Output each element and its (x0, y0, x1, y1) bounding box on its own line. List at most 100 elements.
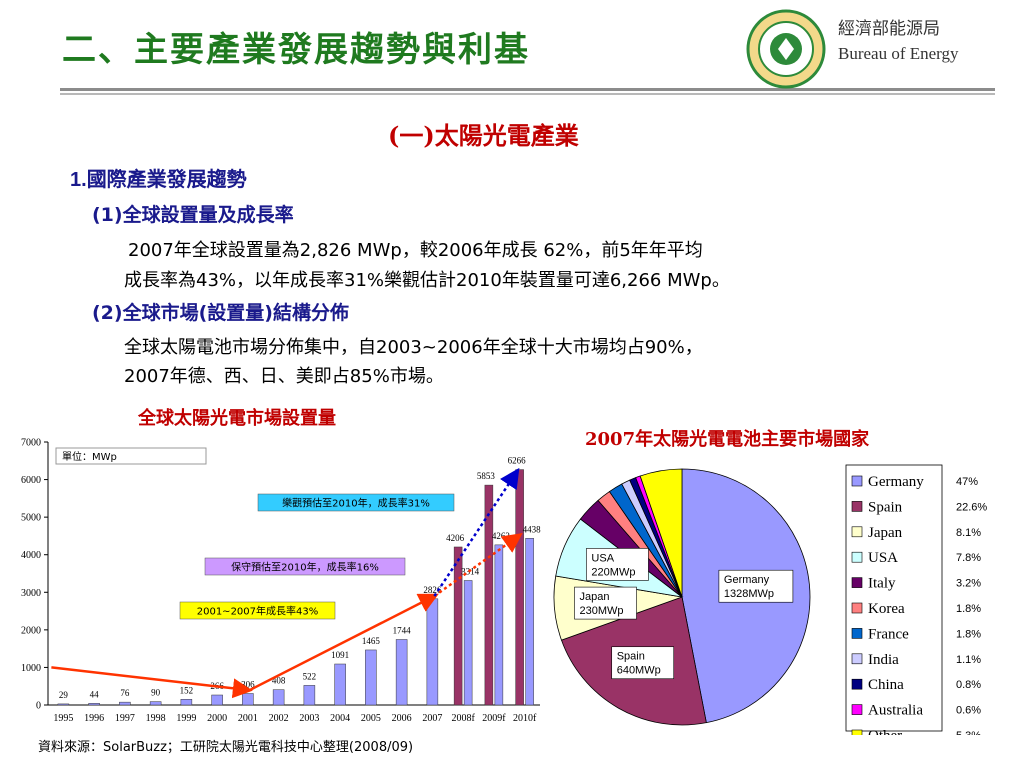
data-label: 408 (272, 676, 286, 686)
pie-callout-box (574, 586, 637, 620)
unit-note: 單位：MWp (55, 447, 207, 465)
legend-percent: 8.1% (956, 527, 981, 539)
data-label: 6266 (508, 456, 527, 466)
x-tick-label: 2006 (392, 713, 412, 724)
annotation-text: 保守預估至2010年，成長率16% (231, 561, 379, 574)
bar (211, 694, 223, 706)
paragraph-line: 全球太陽電池市場分佈集中，自2003~2006年全球十大市場均占90%， (124, 337, 703, 358)
x-tick-label: 1995 (53, 713, 73, 724)
bar (180, 699, 193, 706)
data-label: 1091 (331, 650, 349, 660)
legend-label: India (868, 652, 899, 668)
data-source-note: 資料來源：SolarBuzz；工研院太陽光電科技中心整理(2008/09) (38, 740, 414, 755)
bureau-logo (746, 9, 826, 89)
bar (365, 649, 377, 706)
pie-chart-label: 2007年太陽光電電池主要市場國家 (585, 429, 870, 450)
legend-label: USA (868, 550, 898, 566)
legend-swatch (851, 729, 863, 735)
x-tick-label: 1999 (176, 713, 196, 724)
y-tick-label: 3000 (21, 588, 41, 599)
pie-callout: Japan 230MWp (574, 586, 637, 620)
x-tick-label: 1996 (84, 713, 104, 724)
bar (463, 580, 473, 706)
x-tick-label: 2001 (238, 713, 258, 724)
pie-callout: Germany 1328MWp (718, 569, 794, 603)
pie-callout-line: 640MWp (617, 665, 661, 677)
pie-callout-box (611, 646, 675, 680)
y-tick-label: 1000 (21, 663, 41, 674)
legend-label: Australia (868, 703, 923, 719)
annotation-text: 2001~2007年成長率43% (197, 605, 319, 618)
legend-percent: 7.8% (956, 552, 981, 564)
legend-percent: 0.6% (956, 705, 981, 717)
bar (242, 693, 254, 706)
trend-arrow-conservative (433, 533, 523, 598)
legend-label: Italy (868, 576, 896, 592)
subheading-number: (2) (92, 302, 123, 324)
legend-swatch (851, 475, 863, 487)
bar (395, 639, 408, 706)
heading-number: 1. (70, 169, 87, 191)
pie-callout-line: 230MWp (580, 605, 624, 617)
data-label: 76 (120, 688, 130, 698)
bar (453, 546, 463, 706)
bar (88, 703, 100, 706)
data-label: 4438 (523, 524, 542, 534)
data-label: 1744 (393, 625, 412, 635)
bureau-name-english: Bureau of Energy (838, 44, 959, 63)
data-label: 5853 (477, 471, 496, 481)
legend-swatch (851, 653, 863, 665)
heading-text: 國際產業發展趨勢 (86, 167, 247, 191)
x-tick-label: 2010f (513, 713, 537, 724)
data-label: 4262 (492, 531, 510, 541)
bar (426, 598, 439, 706)
legend-label: China (868, 677, 904, 693)
legend-percent: 47% (956, 476, 978, 488)
pie-callout: Spain 640MWp (611, 646, 675, 680)
legend-swatch (851, 628, 863, 639)
data-label: 4206 (446, 533, 465, 543)
y-tick-label: 0 (36, 701, 41, 712)
trend-arrow-early (51, 666, 253, 699)
x-tick-label: 2000 (207, 713, 227, 724)
subheading-market-structure: (2)全球市場(設置量)結構分佈 (92, 298, 349, 325)
bar (334, 663, 346, 706)
pie-callout: USA 220MWp (586, 548, 649, 581)
annotation-box (257, 493, 455, 512)
bar-chart: 0 1000 2000 3000 4000 5000 6000 7000 1995 1996 199… (21, 438, 542, 725)
legend-percent: 0.8% (956, 679, 981, 691)
legend-label: Germany (868, 474, 924, 490)
data-label: 2826 (423, 585, 442, 595)
bar (119, 701, 131, 706)
pie-slice (639, 468, 683, 598)
x-tick-label: 2003 (299, 713, 319, 724)
annotation-box (179, 601, 336, 620)
paragraph-line: 2007年德、西、日、美即占85%市場。 (124, 366, 444, 387)
pie-callout-box (586, 548, 649, 581)
legend-label: Japan (868, 525, 903, 541)
bureau-name-chinese: 經濟部能源局 (838, 19, 940, 39)
x-tick-label: 2002 (269, 713, 289, 724)
legend-swatch (851, 678, 863, 690)
x-tick-label: 2009f (482, 713, 506, 724)
pie-callout-line: Germany (724, 574, 770, 586)
bar (303, 685, 316, 706)
bar (149, 701, 162, 706)
y-tick-label: 2000 (21, 625, 41, 636)
legend-percent: 1.8% (956, 628, 981, 640)
pie-callout-box (718, 569, 794, 603)
unit-note-box (55, 447, 207, 465)
x-tick-label: 1997 (115, 713, 135, 724)
legend-label: Spain (868, 499, 903, 515)
legend-swatch (851, 577, 863, 588)
heading-international-trend: 1.國際產業發展趨勢 (70, 163, 247, 192)
pie-callout-line: USA (591, 552, 614, 564)
pie-chart: Germany 1328MWp Spain 640MWp Japan 230MWp USA 2… (553, 464, 987, 735)
x-tick-label: 2007 (422, 713, 442, 724)
page-title: 二、主要產業發展趨勢與利基 (62, 30, 530, 70)
annotation-text: 樂觀預估至2010年，成長率31% (282, 497, 430, 510)
legend-label: Korea (868, 601, 905, 617)
y-tick-label: 7000 (21, 438, 41, 449)
bar (57, 703, 70, 706)
data-label: 522 (303, 671, 317, 681)
